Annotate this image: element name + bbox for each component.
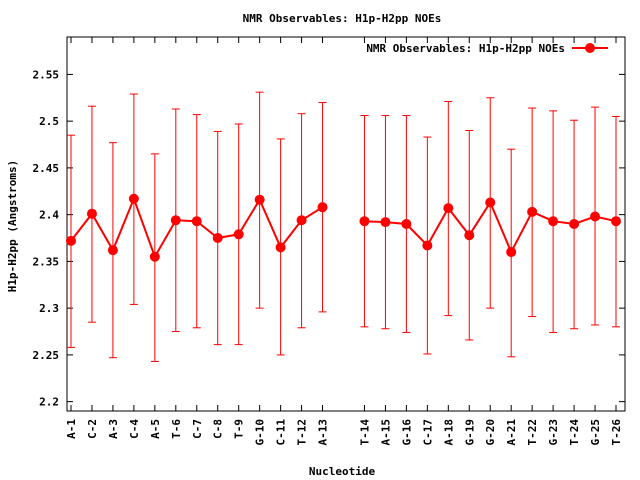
x-tick-label: A-5 [149, 419, 162, 439]
data-point [66, 235, 76, 246]
x-tick-label: G-19 [463, 419, 476, 446]
data-point [149, 251, 160, 262]
data-point [233, 229, 244, 240]
data-point [506, 247, 517, 258]
x-tick-label: T-22 [526, 419, 539, 446]
x-tick-label: T-12 [296, 419, 309, 446]
data-point [191, 216, 202, 227]
data-point [275, 242, 286, 253]
x-tick-label: C-8 [212, 419, 225, 439]
x-tick-label: A-3 [107, 419, 120, 439]
x-tick-label: T-26 [610, 419, 623, 446]
x-tick-label: T-6 [170, 419, 183, 439]
x-tick-label: A-1 [65, 419, 78, 439]
chart-title: NMR Observables: H1p-H2pp NOEs [243, 12, 442, 25]
y-tick-label: 2.5 [39, 115, 59, 128]
data-point [212, 233, 223, 244]
data-point [569, 219, 580, 229]
legend-label: NMR Observables: H1p-H2pp NOEs [366, 42, 565, 55]
data-point [422, 240, 433, 251]
x-axis-label: Nucleotide [309, 465, 376, 478]
plot-frame [66, 36, 626, 412]
data-point [548, 216, 559, 227]
data-point [611, 216, 621, 227]
x-tick-label: T-9 [233, 419, 246, 439]
data-point [443, 203, 454, 214]
legend: NMR Observables: H1p-H2pp NOEs [366, 42, 608, 55]
data-point [527, 206, 538, 217]
data-point [401, 219, 412, 229]
data-point [86, 208, 97, 219]
y-tick-label: 2.35 [33, 255, 60, 268]
data-point [485, 197, 496, 208]
x-tick-label: A-21 [505, 419, 518, 446]
x-tick-label: G-16 [400, 419, 413, 446]
x-tick-label: G-23 [547, 419, 560, 446]
y-tick-label: 2.25 [33, 349, 60, 362]
x-tick-label: T-24 [568, 419, 581, 446]
x-tick-label: G-10 [254, 419, 267, 446]
y-tick-label: 2.3 [39, 302, 59, 315]
y-tick-label: 2.4 [39, 209, 59, 222]
plot-area: 2.2 2.25 2.3 2.35 2.4 2.45 2.5 2.55 A-1 C-2 A-3 C-4… [33, 36, 626, 446]
data-point [359, 216, 370, 227]
data-point [170, 215, 181, 226]
x-tick-label: A-15 [379, 419, 392, 446]
data-point [590, 211, 601, 222]
data-point [317, 202, 328, 213]
x-tick-label: A-13 [317, 419, 330, 446]
x-tick-label: C-17 [421, 419, 434, 446]
y-tick-label: 2.55 [33, 68, 60, 81]
x-tick-label: G-25 [589, 419, 602, 446]
data-point [107, 245, 118, 256]
data-point [296, 215, 307, 226]
x-tick-label: C-2 [86, 419, 99, 439]
data-point [254, 194, 265, 205]
x-tick-label: C-11 [275, 419, 288, 446]
data-point [128, 193, 139, 204]
data-point [464, 230, 475, 241]
x-tick-label: G-20 [484, 419, 497, 446]
y-tick-label: 2.2 [39, 396, 59, 409]
data-point [380, 217, 391, 228]
x-tick-label: A-18 [442, 419, 455, 446]
y-tick-label: 2.45 [33, 162, 60, 175]
y-axis-label: H1p-H2pp (Angstroms) [6, 160, 19, 292]
x-tick-label: C-7 [191, 419, 204, 439]
x-tick-label: T-14 [358, 419, 371, 446]
legend-marker-swatch [585, 43, 595, 53]
x-tick-label: C-4 [128, 419, 141, 439]
